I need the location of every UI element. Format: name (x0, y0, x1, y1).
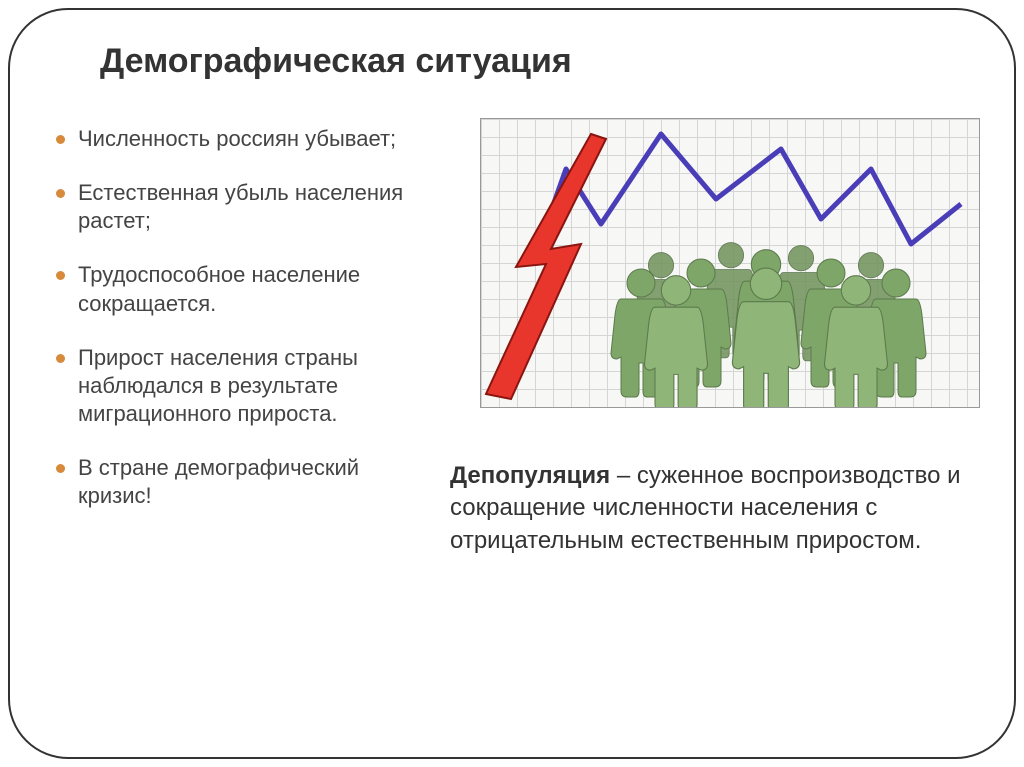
list-item: Естественная убыль населения растет; (50, 179, 430, 235)
definition-term: Депопуляция (450, 462, 610, 489)
definition-text: Депопуляция – суженное воспроизводство и… (450, 460, 980, 557)
page-title: Демографическая ситуация (100, 42, 572, 81)
list-item: Прирост населения страны наблюдался в ре… (50, 344, 430, 428)
list-item: Численность россиян убывает; (50, 125, 430, 153)
demographic-illustration (480, 118, 980, 408)
list-item: Трудоспособное население сокращается. (50, 261, 430, 317)
lightning-bolt-icon (481, 119, 621, 409)
bullet-list: Численность россиян убывает; Естественна… (50, 125, 430, 537)
list-item: В стране демографический кризис! (50, 454, 430, 510)
people-crowd-icon (601, 217, 941, 407)
